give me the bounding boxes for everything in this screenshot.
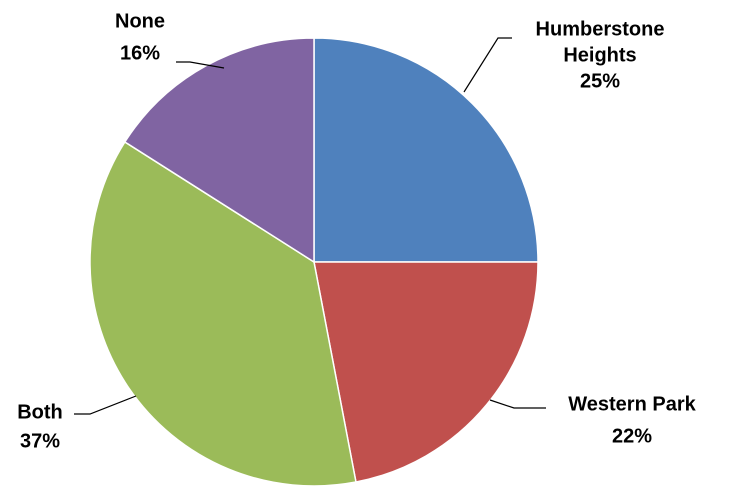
leader-line-both — [74, 395, 137, 415]
data-label-name-humberstone-heights: Humberstone — [536, 18, 665, 40]
pie-slice-none — [123, 37, 315, 264]
data-labels-layer: Humberstone Heights 25% Western Park 22% Both… — [17, 10, 696, 452]
pie-slice-both — [89, 140, 357, 487]
data-label-name-humberstone-heights: Heights — [563, 44, 636, 66]
data-label-value-none: 16% — [120, 42, 160, 64]
pie-slice-western-park — [313, 261, 539, 483]
data-label-name-none: None — [115, 10, 165, 32]
leader-line-humberstone-heights — [463, 37, 512, 93]
pie-slice-humberstone-heights — [313, 37, 539, 263]
data-label-name-both: Both — [17, 401, 63, 423]
leader-line-western-park — [489, 399, 546, 409]
data-label-name-western-park: Western Park — [568, 393, 696, 415]
leader-lines-layer — [74, 37, 546, 415]
data-label-value-humberstone-heights: 25% — [580, 70, 620, 92]
leader-line-none — [176, 61, 225, 69]
slices-layer — [89, 37, 539, 487]
data-label-value-both: 37% — [20, 430, 60, 452]
data-label-value-western-park: 22% — [612, 425, 652, 447]
